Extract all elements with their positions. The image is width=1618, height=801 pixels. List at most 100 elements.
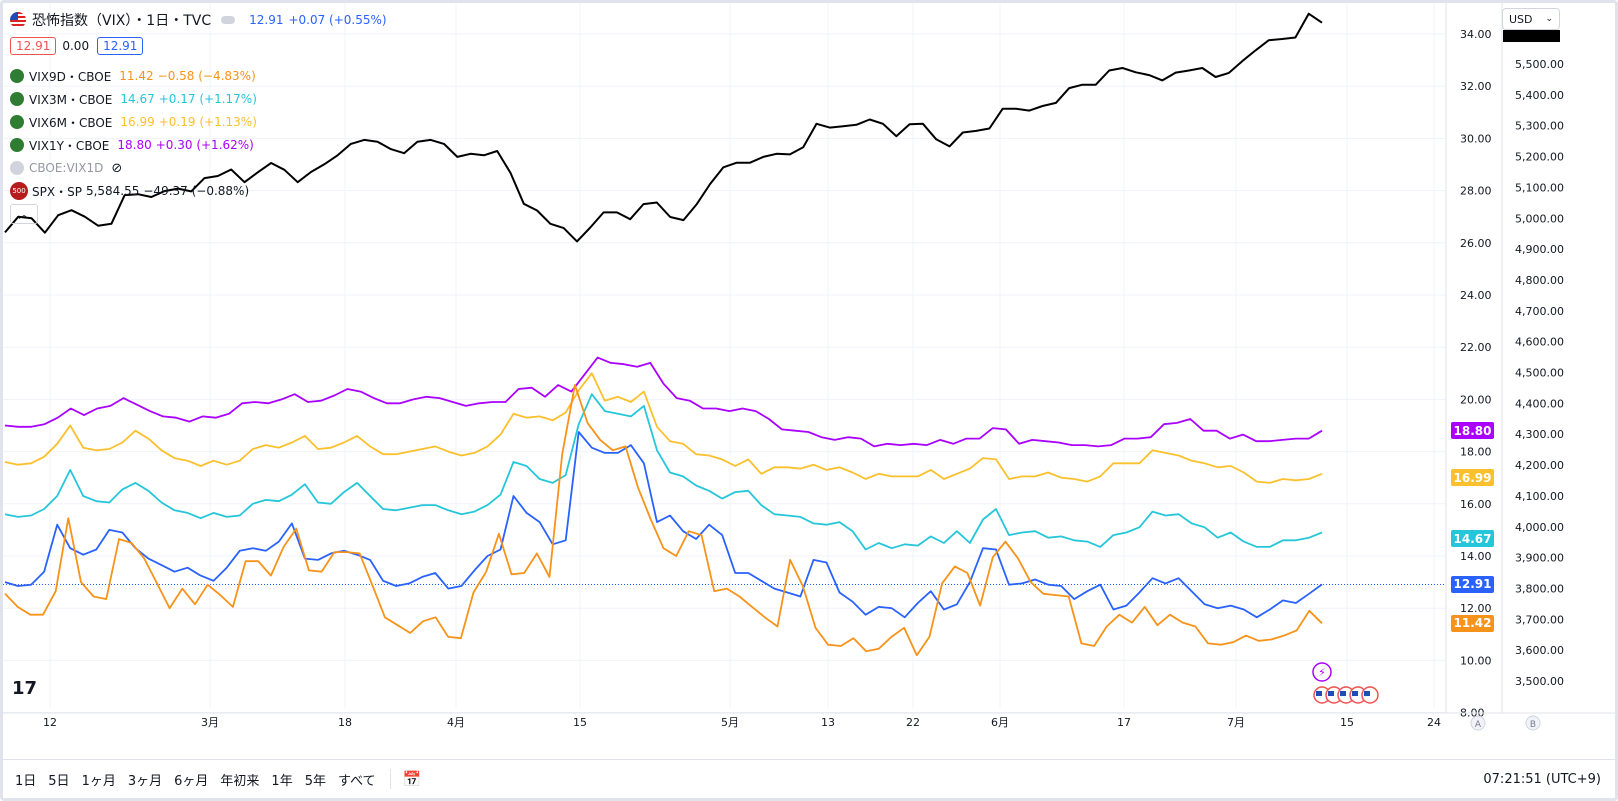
timeframe-button[interactable]: 5日 [48,773,70,789]
x-axis-tick: 13 [821,716,835,729]
left-axis-tick: 30.00 [1460,132,1492,145]
hidden-series-icon [10,161,24,175]
series-logo-icon [10,138,24,152]
series-line [4,384,1323,657]
x-axis-tick: 12 [43,716,57,729]
lightning-glyph: ⚡ [1318,666,1326,679]
legend-row-vix1d[interactable]: CBOE:VIX1D ⊘ [10,158,122,178]
x-axis-tick: 15 [1340,716,1354,729]
timeframe-button[interactable]: すべて [337,773,376,789]
right-axis-tick: 3,900.00 [1515,552,1564,565]
right-axis-tick: 5,200.00 [1515,151,1564,164]
price-tag: 11.42 [1451,614,1494,632]
series-logo-icon [10,69,24,83]
right-axis-tick: 4,000.00 [1515,521,1564,534]
price-tag: 12.91 [1451,575,1494,593]
timeframe-button[interactable]: 3ヶ月 [127,773,163,789]
timeframe-button[interactable]: 年初来 [220,773,260,789]
left-axis-tick: 10.00 [1460,654,1492,667]
right-axis-tick: 5,000.00 [1515,212,1564,225]
main-last: 12.91 [249,13,284,27]
x-axis-tick: 24 [1427,716,1441,729]
eye-hidden-icon[interactable]: ⊘ [111,160,123,176]
timeframe-button[interactable]: 5年 [304,773,326,789]
left-axis-tick: 16.00 [1460,498,1492,511]
x-axis-tick: 18 [338,716,352,729]
chevron-down-icon: ⌄ [1545,14,1553,24]
main-series-title[interactable]: 恐怖指数（VIX）・1日・TVC [32,13,212,29]
right-axis-tick: 3,800.00 [1515,582,1564,595]
left-axis-tick: 24.00 [1460,289,1492,302]
us-event-flag-canton [1352,691,1358,696]
spx-change: −49.37 (−0.88%) [143,184,250,198]
legend-series-value: 14.67 [120,92,155,106]
spx-value: 5,584.55 [85,184,140,198]
price-tag: 14.67 [1451,530,1494,547]
us-flag-icon [10,12,26,28]
series-line [4,393,1323,551]
chevron-up-icon[interactable]: ︿ [10,204,38,224]
series-logo-icon [10,92,24,106]
legend-row-spx[interactable]: 500 SPX・SP 5,584.55 −49.37 (−0.88%) [10,181,253,201]
x-axis-tick: 15 [573,716,587,729]
x-axis-tick: 22 [906,716,920,729]
timeframe-button[interactable]: 1ヶ月 [81,773,116,789]
sell-box[interactable]: 12.91 [10,37,57,55]
right-axis-tick: 5,100.00 [1515,181,1564,194]
bottom-toolbar: 1日 5日 1ヶ月 3ヶ月 6ヶ月 年初来 1年 5年 すべて 📅 07:21:51 (UTC+… [3,759,1615,798]
legend-series-name: VIX1Y・CBOE [29,138,110,153]
buy-box[interactable]: 12.91 [97,37,144,55]
price-tag: 16.99 [1451,469,1494,487]
axis-mode-label: A [1475,720,1482,730]
series-line [4,356,1323,448]
currency-dropdown[interactable]: USD ⌄ [1502,8,1560,30]
right-axis-tick: 4,800.00 [1515,274,1564,287]
legend-series-change: −0.58 (−4.83%) [157,69,256,83]
legend-series-name: VIX3M・CBOE [29,92,113,107]
divider [389,769,391,789]
left-axis-tick: 28.00 [1460,185,1492,198]
legend-series-change: +0.30 (+1.62%) [155,138,254,152]
right-axis-tick: 4,500.00 [1515,367,1564,380]
series-logo-icon [10,115,24,129]
us-event-flag-canton [1328,691,1334,696]
collapse-toggle[interactable] [221,16,236,24]
x-axis-tick: 17 [1117,716,1131,729]
left-axis-tick: 22.00 [1460,341,1492,354]
right-axis-tick: 4,700.00 [1515,305,1564,318]
price-tag: 18.80 [1451,422,1494,440]
timeframe-button[interactable]: 1年 [271,773,293,789]
timeframe-button[interactable]: 6ヶ月 [174,773,209,789]
legend-series-change: +0.19 (+1.13%) [158,115,257,129]
hidden-series-name: CBOE:VIX1D [29,161,104,175]
lightning-event-icon [1312,662,1332,682]
legend-collapse[interactable]: ︿ [10,204,38,224]
left-axis-tick: 20.00 [1460,393,1492,406]
main-series-header: 恐怖指数（VIX）・1日・TVC 12.91 +0.07 (+0.55%) [10,10,387,30]
legend-row-1[interactable]: VIX3M・CBOE 14.67 +0.17 (+1.17%) [10,89,261,109]
timeframe-button[interactable]: 1日 [15,773,37,789]
axis-mode-label: B [1530,720,1536,730]
left-axis-tick: 34.00 [1460,28,1492,41]
x-axis-tick: 6月 [991,716,1009,729]
series-line [4,12,1323,243]
tradingview-logo-icon[interactable]: 𝟭𝟳 [12,678,38,699]
spx-badge: 500 [10,182,28,200]
legend-series-value: 16.99 [120,115,155,129]
goto-date-icon[interactable]: 📅 [402,770,422,788]
left-axis-tick: 12.00 [1460,602,1492,615]
legend-row-0[interactable]: VIX9D・CBOE 11.42 −0.58 (−4.83%) [10,66,260,86]
legend-series-value: 11.42 [119,69,154,83]
right-axis-tick: 4,400.00 [1515,397,1564,410]
axis-mode-button [1470,715,1486,731]
clock[interactable]: 07:21:51 (UTC+9) [1483,771,1601,787]
legend-row-3[interactable]: VIX1Y・CBOE 18.80 +0.30 (+1.62%) [10,135,258,155]
right-axis-tick: 4,900.00 [1515,243,1564,256]
legend-series-name: VIX6M・CBOE [29,115,113,130]
right-axis-tick: 3,700.00 [1515,613,1564,626]
right-axis-tick: 3,500.00 [1515,675,1564,688]
right-axis-tick: 5,300.00 [1515,120,1564,133]
legend-row-2[interactable]: VIX6M・CBOE 16.99 +0.19 (+1.13%) [10,112,261,132]
